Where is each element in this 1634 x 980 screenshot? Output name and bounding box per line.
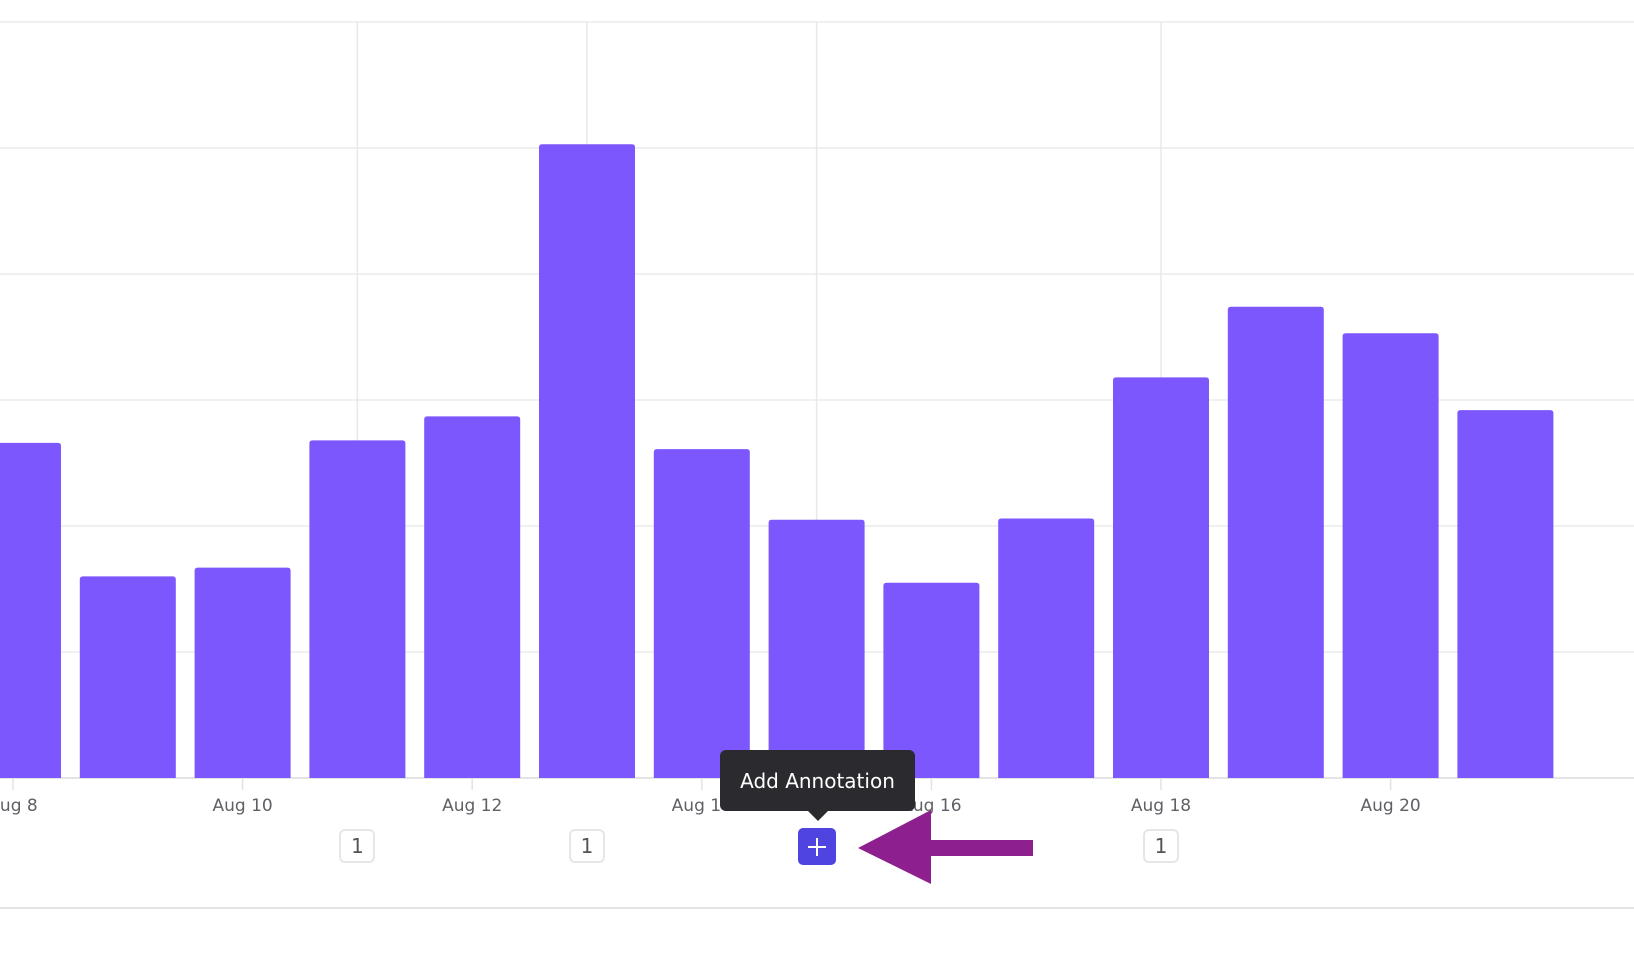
x-tick-label: Aug 8 [0, 796, 38, 816]
bar [0, 442, 61, 778]
bar [79, 576, 176, 778]
x-tick-label: Aug 10 [212, 796, 272, 816]
bar [1342, 333, 1439, 778]
bar [424, 416, 521, 778]
bar [883, 582, 980, 778]
bar [1227, 306, 1324, 778]
bar [768, 519, 865, 778]
annotation-count-badge[interactable]: 1 [339, 829, 376, 863]
tooltip-text: Add Annotation [740, 768, 895, 793]
x-tick-label: Aug 16 [901, 796, 961, 816]
annotation-count-badge[interactable]: 1 [1143, 829, 1179, 863]
bar [653, 449, 750, 778]
annotation-count-badge[interactable]: 1 [569, 829, 605, 863]
bar [194, 567, 291, 778]
bar [1457, 410, 1554, 778]
x-tick-label: Aug 14 [672, 796, 732, 816]
bar [1113, 377, 1209, 778]
add-annotation-button[interactable] [798, 828, 836, 865]
plus-icon [808, 837, 826, 856]
x-tick-label: Aug 12 [442, 796, 502, 816]
pointer-arrow [858, 810, 1033, 884]
add-annotation-tooltip: Add Annotation [720, 750, 915, 821]
x-tick-label: Aug 20 [1360, 796, 1420, 816]
bar [309, 440, 406, 778]
x-tick-label: Aug 18 [1131, 796, 1191, 816]
bar [998, 518, 1095, 778]
bar [539, 144, 635, 779]
